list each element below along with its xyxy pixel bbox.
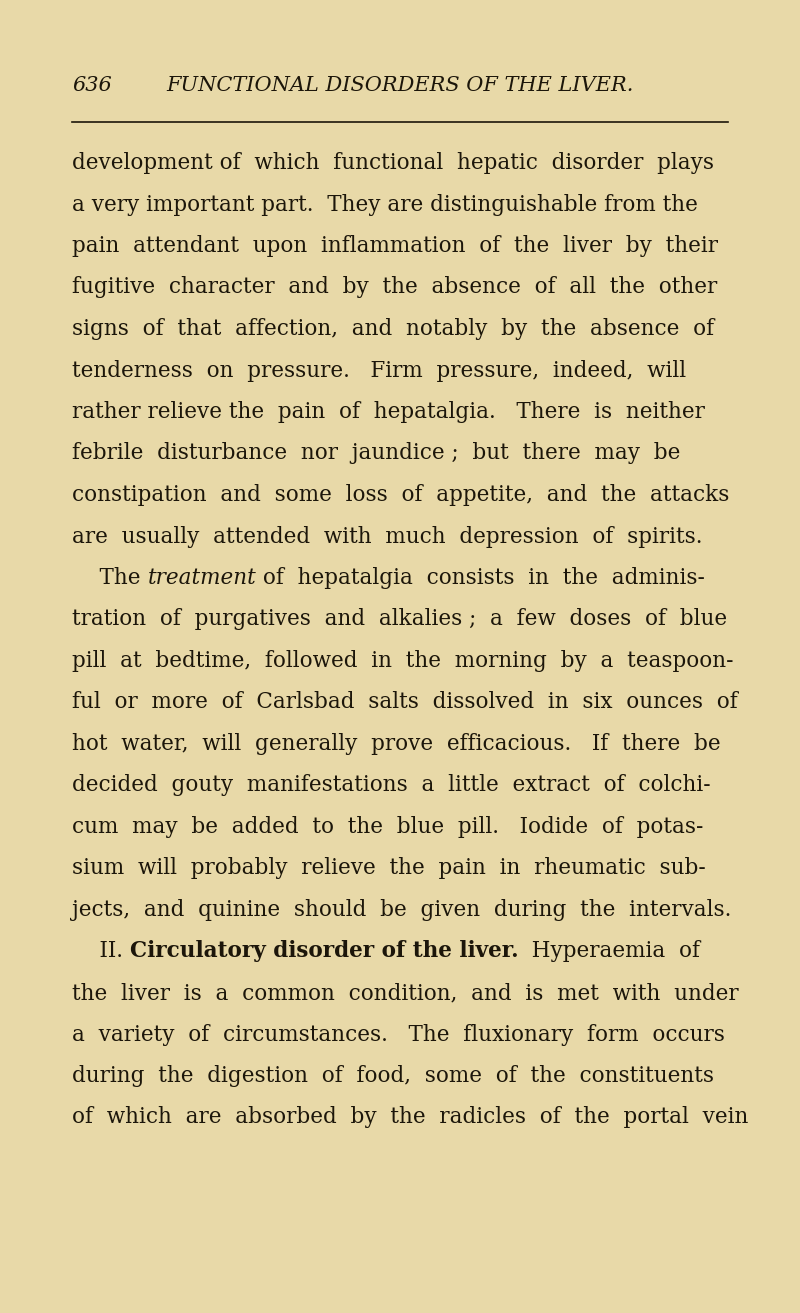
Text: treatment: treatment	[147, 567, 256, 590]
Text: sium  will  probably  relieve  the  pain  in  rheumatic  sub-: sium will probably relieve the pain in r…	[72, 857, 706, 880]
Text: Hyperaemia  of: Hyperaemia of	[518, 940, 701, 962]
Text: tration  of  purgatives  and  alkalies ;  a  few  doses  of  blue: tration of purgatives and alkalies ; a f…	[72, 608, 727, 630]
Text: hot  water,  will  generally  prove  efficacious.   If  there  be: hot water, will generally prove efficaci…	[72, 733, 721, 755]
Text: a  variety  of  circumstances.   The  fluxionary  form  occurs: a variety of circumstances. The fluxiona…	[72, 1024, 725, 1045]
Text: pain  attendant  upon  inflammation  of  the  liver  by  their: pain attendant upon inflammation of the …	[72, 235, 718, 257]
Text: signs  of  that  affection,  and  notably  by  the  absence  of: signs of that affection, and notably by …	[72, 318, 714, 340]
Text: fugitive  character  and  by  the  absence  of  all  the  other: fugitive character and by the absence of…	[72, 277, 718, 298]
Text: Circulatory disorder of the liver.: Circulatory disorder of the liver.	[130, 940, 518, 962]
Text: II.: II.	[72, 940, 130, 962]
Text: the  liver  is  a  common  condition,  and  is  met  with  under: the liver is a common condition, and is …	[72, 982, 738, 1004]
Text: decided  gouty  manifestations  a  little  extract  of  colchi-: decided gouty manifestations a little ex…	[72, 775, 710, 797]
Text: 636: 636	[72, 76, 112, 95]
Text: development of  which  functional  hepatic  disorder  plays: development of which functional hepatic …	[72, 152, 714, 175]
Text: constipation  and  some  loss  of  appetite,  and  the  attacks: constipation and some loss of appetite, …	[72, 484, 730, 506]
Text: tenderness  on  pressure.   Firm  pressure,  indeed,  will: tenderness on pressure. Firm pressure, i…	[72, 360, 686, 382]
Text: a very important part.  They are distinguishable from the: a very important part. They are distingu…	[72, 193, 698, 215]
Text: pill  at  bedtime,  followed  in  the  morning  by  a  teaspoon-: pill at bedtime, followed in the morning…	[72, 650, 734, 672]
Text: The: The	[72, 567, 147, 590]
Text: FUNCTIONAL DISORDERS OF THE LIVER.: FUNCTIONAL DISORDERS OF THE LIVER.	[166, 76, 634, 95]
Text: of  which  are  absorbed  by  the  radicles  of  the  portal  vein: of which are absorbed by the radicles of…	[72, 1107, 748, 1128]
Text: are  usually  attended  with  much  depression  of  spirits.: are usually attended with much depressio…	[72, 525, 702, 548]
Text: during  the  digestion  of  food,  some  of  the  constituents: during the digestion of food, some of th…	[72, 1065, 714, 1087]
Text: cum  may  be  added  to  the  blue  pill.   Iodide  of  potas-: cum may be added to the blue pill. Iodid…	[72, 815, 703, 838]
Text: jects,  and  quinine  should  be  given  during  the  intervals.: jects, and quinine should be given durin…	[72, 899, 731, 920]
Text: rather relieve the  pain  of  hepatalgia.   There  is  neither: rather relieve the pain of hepatalgia. T…	[72, 400, 705, 423]
Text: febrile  disturbance  nor  jaundice ;  but  there  may  be: febrile disturbance nor jaundice ; but t…	[72, 442, 680, 465]
Text: ful  or  more  of  Carlsbad  salts  dissolved  in  six  ounces  of: ful or more of Carlsbad salts dissolved …	[72, 692, 738, 713]
Text: of  hepatalgia  consists  in  the  adminis-: of hepatalgia consists in the adminis-	[256, 567, 705, 590]
